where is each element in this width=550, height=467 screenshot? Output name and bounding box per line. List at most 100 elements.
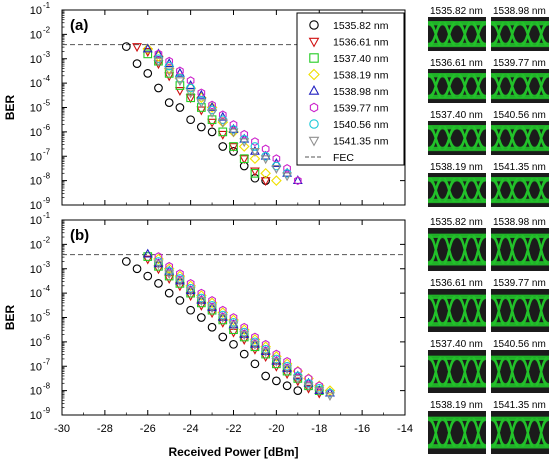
eye-diagram-label: 1536.61 nm	[430, 58, 483, 69]
data-point	[218, 305, 227, 315]
ber-chart-layer: 10-9 10-8 10-7 10-6 10-5 10-4 10-3 10-2 10-1 BER (…	[3, 1, 413, 459]
eye-diagram-label: 1537.40 nm	[430, 339, 483, 350]
legend-label: 1538.19 nm	[333, 70, 389, 82]
series-1540-56-nm	[154, 54, 292, 178]
data-point	[174, 275, 185, 285]
data-point	[186, 278, 195, 288]
data-point	[239, 155, 250, 165]
legend-marker	[308, 68, 320, 81]
data-point	[196, 106, 207, 116]
data-point	[272, 376, 281, 386]
eye-trace	[490, 233, 550, 263]
y-tick-exponent: -8	[43, 382, 51, 391]
data-point	[196, 99, 207, 109]
data-point	[121, 42, 131, 51]
eye-diagram-image	[427, 228, 487, 271]
data-point	[174, 77, 185, 87]
eye-diagram-image	[490, 289, 550, 332]
data-point	[229, 313, 238, 322]
series-1535-82-nm	[121, 257, 303, 395]
data-point	[142, 248, 153, 258]
data-point	[197, 288, 206, 298]
x-tick-label: -18	[311, 423, 327, 435]
legend-label: 1535.82 nm	[333, 20, 389, 32]
eye-diagram-label: 1540.56 nm	[493, 110, 546, 121]
panel-label: (a)	[70, 17, 88, 34]
data-point	[164, 72, 175, 82]
eye-diagram-image	[490, 17, 550, 51]
data-point	[174, 67, 185, 77]
data-point	[153, 57, 164, 67]
data-point	[153, 260, 164, 270]
data-point	[251, 332, 259, 342]
data-point	[250, 145, 260, 155]
eye-diagram-label: 1539.77 nm	[493, 58, 546, 69]
data-point	[293, 386, 303, 395]
y-tick-exponent: -3	[43, 50, 51, 59]
series-1538-19-nm	[153, 253, 336, 396]
data-point	[164, 288, 174, 298]
eye-diagram-label: 1537.40 nm	[430, 110, 483, 121]
data-point	[154, 83, 163, 93]
y-tick-exponent: -7	[43, 357, 51, 366]
eye-trace	[490, 177, 550, 201]
y-tick-exponent: -2	[43, 235, 51, 244]
eye-trace	[427, 294, 487, 324]
data-point	[154, 279, 163, 288]
series-1536-61-nm	[142, 255, 325, 399]
legend-marker	[309, 20, 319, 30]
eye-diagram-image	[427, 289, 487, 332]
ber-panel-a: 10-9 10-8 10-7 10-6 10-5 10-4 10-3 10-2 10-1 BER (…	[3, 1, 406, 212]
x-tick-label: -14	[397, 423, 413, 435]
data-point	[250, 359, 260, 369]
eye-diagram-image	[427, 411, 487, 454]
data-point	[250, 168, 260, 178]
data-point	[314, 387, 325, 397]
data-point	[260, 348, 271, 358]
data-point	[186, 83, 195, 93]
data-point	[271, 362, 282, 372]
eye-diagram-label: 1538.19 nm	[430, 162, 483, 173]
eye-diagram-label: 1541.35 nm	[493, 162, 546, 173]
data-point	[303, 384, 314, 394]
data-point	[239, 329, 250, 338]
y-tick-label: 10-8	[30, 382, 51, 398]
data-point	[164, 67, 175, 77]
eye-trace	[490, 75, 550, 100]
data-point	[154, 49, 163, 59]
data-point	[142, 43, 153, 53]
y-axis-label: BER	[3, 305, 17, 331]
data-point	[283, 164, 291, 173]
eye-diagram-label: 1539.77 nm	[493, 278, 546, 289]
data-point	[250, 147, 260, 157]
data-point	[207, 108, 217, 118]
data-point	[239, 336, 250, 345]
y-tick-exponent: -7	[43, 147, 51, 156]
data-point	[271, 357, 282, 367]
legend-label: FEC	[333, 152, 354, 164]
data-point	[165, 56, 174, 66]
data-point	[153, 48, 164, 58]
y-tick-exponent: -4	[43, 74, 51, 83]
legend-marker	[309, 119, 319, 129]
eye-trace	[427, 179, 487, 204]
data-point	[196, 301, 207, 311]
legend-marker	[309, 102, 319, 113]
y-tick-label: 10-4	[30, 284, 51, 300]
data-point	[164, 61, 174, 71]
data-point	[186, 115, 195, 125]
data-point	[260, 167, 271, 179]
eye-diagram-image	[427, 350, 487, 393]
data-point	[143, 271, 153, 281]
y-tick-label: 10-2	[30, 25, 51, 41]
y-tick-exponent: -9	[43, 196, 51, 205]
data-point	[271, 175, 282, 186]
y-tick-label: 10-5	[30, 99, 51, 115]
x-tick-label: -20	[268, 423, 284, 435]
y-tick-label: 10-4	[30, 74, 51, 90]
y-tick-exponent: -5	[43, 99, 51, 108]
data-point	[251, 137, 259, 147]
data-point	[207, 309, 217, 319]
eye-diagram-image	[427, 17, 487, 51]
